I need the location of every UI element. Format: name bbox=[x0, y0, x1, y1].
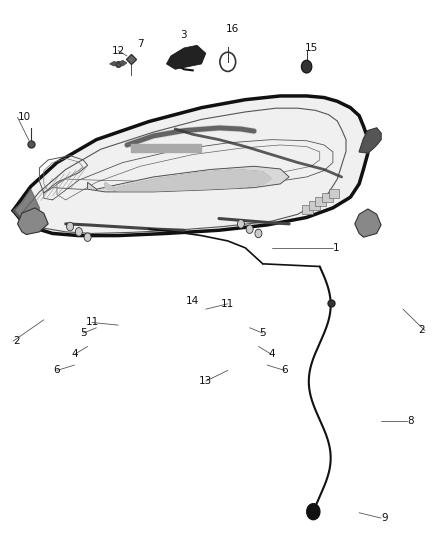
Bar bbox=[309, 201, 320, 211]
Circle shape bbox=[67, 222, 74, 231]
Circle shape bbox=[255, 229, 262, 238]
Text: 8: 8 bbox=[407, 416, 414, 426]
Text: 7: 7 bbox=[137, 39, 144, 49]
Text: 4: 4 bbox=[268, 350, 275, 359]
Polygon shape bbox=[131, 144, 201, 152]
Text: 11: 11 bbox=[221, 299, 234, 309]
Polygon shape bbox=[13, 189, 39, 229]
Bar bbox=[322, 193, 333, 203]
Polygon shape bbox=[105, 169, 272, 191]
Circle shape bbox=[246, 225, 253, 233]
Polygon shape bbox=[118, 60, 127, 66]
Text: 1: 1 bbox=[333, 243, 339, 253]
Circle shape bbox=[237, 220, 244, 228]
Text: 11: 11 bbox=[85, 318, 99, 327]
Bar bbox=[302, 205, 313, 214]
Circle shape bbox=[301, 60, 312, 73]
Text: 15: 15 bbox=[304, 43, 318, 53]
Text: 12: 12 bbox=[112, 46, 125, 55]
Polygon shape bbox=[110, 61, 118, 66]
Circle shape bbox=[307, 504, 320, 520]
Text: 6: 6 bbox=[281, 366, 288, 375]
Text: 3: 3 bbox=[180, 30, 187, 39]
Circle shape bbox=[75, 228, 82, 236]
Text: 4: 4 bbox=[71, 350, 78, 359]
Text: 10: 10 bbox=[18, 112, 31, 122]
Text: 2: 2 bbox=[13, 336, 20, 346]
Bar bbox=[328, 189, 339, 198]
Polygon shape bbox=[18, 208, 48, 235]
Text: 2: 2 bbox=[418, 326, 425, 335]
Text: 14: 14 bbox=[186, 296, 199, 306]
Polygon shape bbox=[359, 128, 381, 153]
Bar bbox=[315, 197, 326, 206]
Polygon shape bbox=[88, 166, 289, 192]
Text: 5: 5 bbox=[259, 328, 266, 338]
Text: 5: 5 bbox=[80, 328, 87, 338]
Circle shape bbox=[84, 233, 91, 241]
Polygon shape bbox=[13, 96, 368, 236]
Text: 9: 9 bbox=[381, 513, 388, 523]
Polygon shape bbox=[166, 45, 206, 69]
Polygon shape bbox=[355, 209, 381, 237]
Text: 16: 16 bbox=[226, 25, 239, 34]
Text: 6: 6 bbox=[53, 366, 60, 375]
Text: 13: 13 bbox=[199, 376, 212, 386]
